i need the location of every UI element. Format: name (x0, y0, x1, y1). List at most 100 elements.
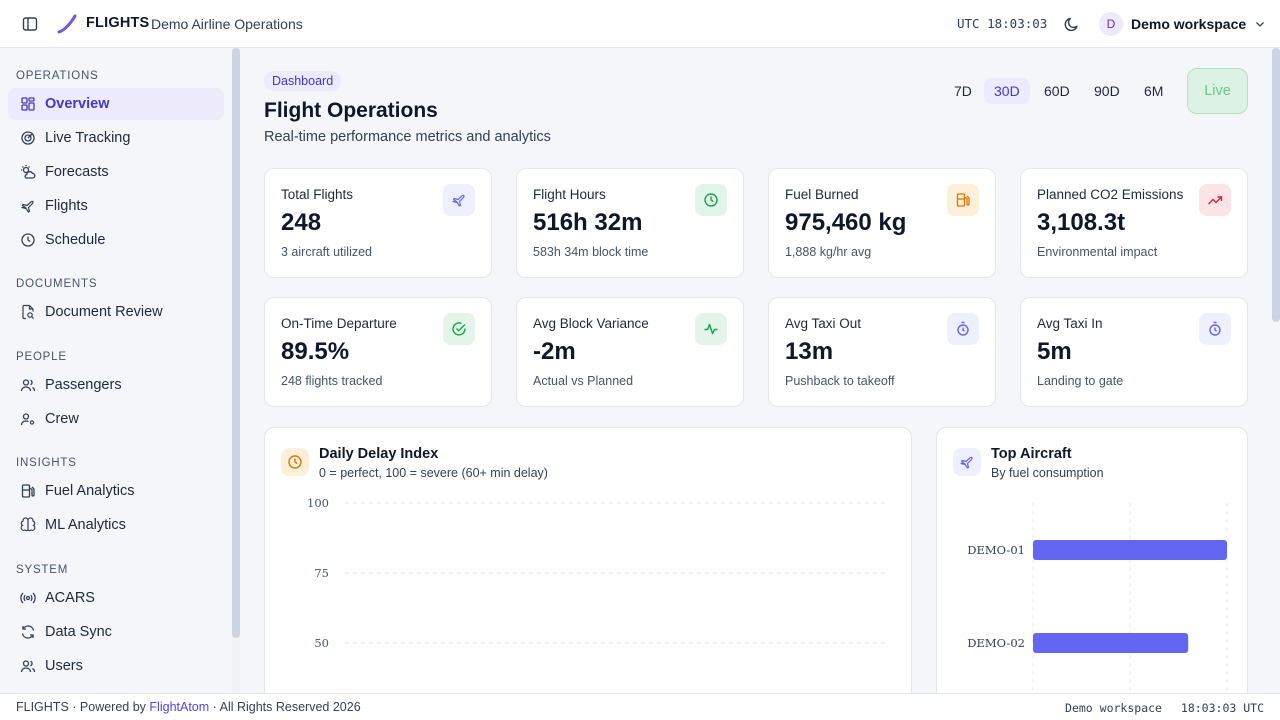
kpi-label: Fuel Burned (785, 187, 859, 202)
kpi-subtext: 3 aircraft utilized (281, 245, 373, 259)
sidebar-section-insights: INSIGHTS (16, 457, 77, 469)
chevron-down-icon (1256, 22, 1265, 27)
panel-title: Daily Delay Index (319, 446, 439, 462)
kpi-subtext: 1,888 kg/hr avg (785, 245, 872, 259)
sidebar-item-label: ACARS (45, 590, 95, 606)
range-30d[interactable]: 30D (984, 78, 1030, 104)
moon-icon[interactable] (1062, 14, 1082, 34)
delay-index-panel: Daily Delay Index 0 = perfect, 100 = sev… (264, 427, 912, 707)
grid-icon (21, 97, 35, 111)
kpi-total-flights: Total Flights 248 3 aircraft utilized (264, 168, 492, 278)
brand-name[interactable]: FLIGHTS (86, 15, 150, 31)
sidebar-item-label: Document Review (45, 304, 163, 320)
kpi-subtext: 583h 34m block time (533, 245, 649, 259)
workspace-switcher[interactable]: D Demo workspace (1099, 11, 1266, 37)
bar[interactable] (1033, 540, 1227, 560)
sidebar-item-fuel-analytics[interactable]: Fuel Analytics (8, 475, 224, 507)
sidebar-item-ml-analytics[interactable]: ML Analytics (8, 509, 224, 541)
y-tick-label: 50 (314, 636, 329, 650)
user-cog-icon (20, 413, 35, 426)
kpi-label: Flight Hours (533, 187, 606, 202)
kpi-value: 248 (281, 209, 322, 236)
page-title: Flight Operations (264, 99, 438, 122)
fuel-pump-icon (947, 184, 979, 216)
sidebar-toggle-icon[interactable] (20, 14, 40, 34)
kpi-value: 975,460 kg (785, 209, 907, 236)
footer-rights: · All Rights Reserved 2026 (212, 700, 361, 714)
radio-icon (20, 592, 36, 604)
footer: FLIGHTS · Powered by FlightAtom · All Ri… (0, 693, 1280, 720)
sidebar-item-passengers[interactable]: Passengers (8, 369, 224, 401)
sidebar-section-system: SYSTEM (16, 564, 69, 576)
main-scrollbar[interactable] (1272, 48, 1280, 322)
timer-icon (947, 313, 979, 345)
bar[interactable] (1033, 633, 1189, 653)
plane-icon (443, 184, 475, 216)
fuel-icon (21, 484, 35, 498)
brand-subtitle: Demo Airline Operations (151, 16, 303, 32)
kpi-value: 3,108.3t (1037, 209, 1126, 236)
kpi-value: -2m (533, 338, 576, 365)
sidebar-item-label: Live Tracking (45, 130, 131, 146)
clock-icon (281, 448, 309, 476)
top-aircraft-panel: Top Aircraft By fuel consumption DEMO-01… (936, 427, 1248, 707)
check-circle-icon (443, 313, 475, 345)
sidebar-item-label: Users (45, 658, 83, 674)
range-7d[interactable]: 7D (954, 83, 972, 99)
sidebar-item-users[interactable]: Users (8, 650, 224, 682)
footer-copyright: FLIGHTS · Powered by FlightAtom · All Ri… (16, 700, 361, 714)
panel-subtitle: By fuel consumption (991, 466, 1104, 480)
range-60d[interactable]: 60D (1044, 83, 1070, 99)
footer-workspace: Demo workspace (1065, 701, 1162, 715)
sidebar-item-acars[interactable]: ACARS (8, 582, 224, 614)
sidebar-item-live-tracking[interactable]: Live Tracking (8, 122, 224, 154)
sidebar-item-flights[interactable]: Flights (8, 190, 224, 222)
timer-icon (1199, 313, 1231, 345)
flight-logo-icon[interactable] (56, 13, 78, 35)
footer-time: 18:03:03 UTC (1180, 701, 1264, 715)
kpi-value: 89.5% (281, 338, 350, 365)
kpi-avg-taxi-out: Avg Taxi Out 13m Pushback to takeoff (768, 297, 996, 407)
sidebar-item-label: Passengers (45, 377, 122, 393)
kpi-label: Avg Taxi Out (785, 316, 862, 331)
footer-brand: FLIGHTS (16, 700, 69, 714)
breadcrumb[interactable]: Dashboard (264, 71, 342, 91)
users-icon (20, 379, 36, 392)
brain-icon (20, 517, 36, 532)
utc-clock: UTC 18:03:03 (957, 16, 1048, 31)
sidebar-item-label: Overview (45, 96, 110, 112)
range-6m[interactable]: 6M (1144, 83, 1164, 99)
kpi-subtext: Pushback to takeoff (785, 374, 895, 388)
kpi-co2-emissions: Planned CO2 Emissions 3,108.3t Environme… (1020, 168, 1248, 278)
sidebar: OPERATIONS Overview Live Tracking Foreca… (0, 48, 232, 693)
sidebar-item-data-sync[interactable]: Data Sync (8, 616, 224, 648)
panel-title: Top Aircraft (991, 446, 1072, 462)
sidebar-item-label: Crew (45, 411, 79, 427)
kpi-label: Total Flights (281, 187, 354, 202)
footer-powered-by: · Powered by (72, 700, 146, 714)
category-label: DEMO-02 (967, 636, 1025, 650)
workspace-name: Demo workspace (1131, 16, 1247, 32)
footer-link-flightatom[interactable]: FlightAtom (149, 700, 210, 714)
kpi-subtext: Actual vs Planned (533, 374, 634, 388)
kpi-label: Avg Taxi In (1037, 316, 1103, 331)
sidebar-item-label: Data Sync (45, 624, 112, 640)
clock-icon (695, 184, 727, 216)
kpi-flight-hours: Flight Hours 516h 32m 583h 34m block tim… (516, 168, 744, 278)
top-bar: FLIGHTS Demo Airline Operations UTC 18:0… (0, 0, 1280, 48)
footer-status: Demo workspace 18:03:03 UTC (1053, 701, 1264, 715)
range-90d[interactable]: 90D (1094, 83, 1120, 99)
sidebar-item-document-review[interactable]: Document Review (8, 296, 224, 328)
sidebar-item-schedule[interactable]: Schedule (8, 224, 224, 256)
sidebar-item-label: ML Analytics (45, 517, 126, 533)
live-button[interactable]: Live (1187, 68, 1248, 114)
sidebar-item-overview[interactable]: Overview (8, 88, 224, 120)
category-label: DEMO-01 (967, 543, 1025, 557)
sidebar-scrollbar[interactable] (232, 48, 240, 638)
sidebar-item-crew[interactable]: Crew (8, 403, 224, 435)
sidebar-item-label: Fuel Analytics (45, 483, 135, 499)
sidebar-item-forecasts[interactable]: Forecasts (8, 156, 224, 188)
kpi-value: 516h 32m (533, 209, 643, 236)
kpi-label: On-Time Departure (281, 316, 397, 331)
kpi-label: Planned CO2 Emissions (1037, 187, 1184, 202)
